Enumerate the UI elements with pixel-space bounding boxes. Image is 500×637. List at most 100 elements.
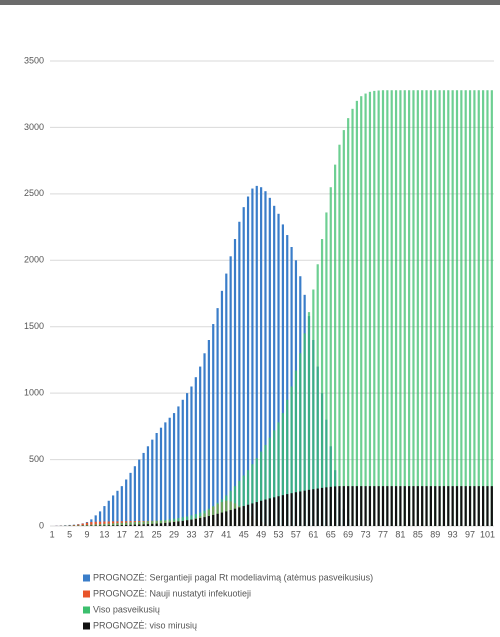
bar	[199, 366, 202, 526]
top-bar	[0, 0, 500, 5]
bar	[85, 524, 89, 526]
bar	[116, 490, 119, 526]
bar	[203, 517, 206, 526]
bar	[473, 90, 476, 526]
bar	[77, 524, 80, 526]
legend-swatch	[83, 590, 90, 598]
bar	[129, 524, 132, 526]
bar	[246, 504, 250, 526]
bar	[342, 486, 345, 526]
legend-label: Viso pasveikusių	[93, 604, 160, 614]
x-tick-label: 65	[326, 529, 336, 539]
bar	[329, 486, 332, 526]
bar	[268, 437, 271, 526]
bar	[342, 130, 345, 527]
bar	[225, 273, 228, 526]
bar	[316, 264, 319, 526]
x-tick-label: 93	[448, 529, 458, 539]
y-tick-label: 3000	[24, 122, 44, 132]
bar	[142, 521, 145, 526]
bar	[447, 486, 450, 526]
x-tick-label: 21	[134, 529, 144, 539]
y-tick-label: 0	[39, 520, 44, 530]
bar	[329, 187, 332, 526]
bar	[486, 486, 489, 526]
y-tick-label: 1000	[24, 388, 44, 398]
bar	[429, 90, 432, 526]
bar	[307, 489, 311, 526]
bar	[94, 515, 97, 526]
bar	[438, 486, 441, 526]
bar	[98, 524, 102, 526]
bar	[233, 508, 237, 526]
bar	[264, 444, 267, 526]
bar	[238, 480, 241, 526]
bar	[260, 500, 263, 526]
bar	[416, 486, 419, 526]
bar	[490, 90, 493, 526]
bar	[168, 417, 171, 526]
bar	[360, 96, 363, 526]
bar	[246, 470, 250, 526]
bar	[138, 521, 141, 526]
bar	[264, 191, 267, 526]
bar	[455, 90, 459, 526]
legend-swatch	[83, 574, 90, 582]
legend-swatch	[83, 622, 90, 630]
bar	[260, 187, 263, 526]
bar	[112, 523, 115, 526]
bar	[138, 524, 141, 526]
bar	[377, 90, 380, 526]
bar	[360, 486, 363, 526]
x-tick-label: 53	[274, 529, 284, 539]
bar	[486, 90, 489, 526]
bar	[251, 188, 254, 527]
bar	[421, 90, 424, 526]
bar	[190, 386, 193, 526]
bar	[220, 290, 224, 526]
bar	[186, 520, 189, 526]
y-tick-label: 2000	[24, 255, 44, 265]
x-tick-label: 29	[169, 529, 179, 539]
bar	[303, 333, 306, 526]
bar	[434, 90, 437, 526]
bar	[133, 524, 136, 526]
bar	[277, 496, 280, 526]
bar	[351, 486, 354, 526]
bar	[225, 495, 228, 526]
x-tick-label: 49	[256, 529, 266, 539]
bar	[334, 164, 337, 526]
bar	[386, 90, 389, 526]
bar	[107, 523, 110, 526]
bar	[368, 91, 372, 526]
bar	[482, 90, 485, 526]
bar	[394, 90, 398, 526]
x-tick-label: 9	[84, 529, 89, 539]
bar	[381, 90, 385, 526]
bar	[112, 525, 115, 526]
bar	[238, 507, 241, 526]
bar	[268, 197, 271, 527]
bar	[464, 486, 467, 526]
bar	[220, 512, 224, 526]
bar	[390, 486, 393, 526]
bar	[129, 472, 132, 526]
bar	[373, 90, 376, 527]
bar	[107, 525, 110, 526]
bar	[325, 487, 328, 526]
bar	[255, 185, 258, 526]
bar	[312, 289, 315, 526]
legend-label: PROGNOZĖ: viso mirusių	[93, 620, 197, 630]
bar	[416, 90, 419, 526]
bar	[325, 212, 328, 526]
bar	[120, 522, 123, 526]
x-tick-label: 45	[239, 529, 249, 539]
bar	[429, 486, 432, 526]
x-tick-label: 85	[413, 529, 423, 539]
bar	[434, 486, 437, 526]
bar	[286, 235, 289, 527]
bar	[164, 522, 167, 526]
bar	[477, 90, 480, 526]
bar	[364, 486, 367, 526]
